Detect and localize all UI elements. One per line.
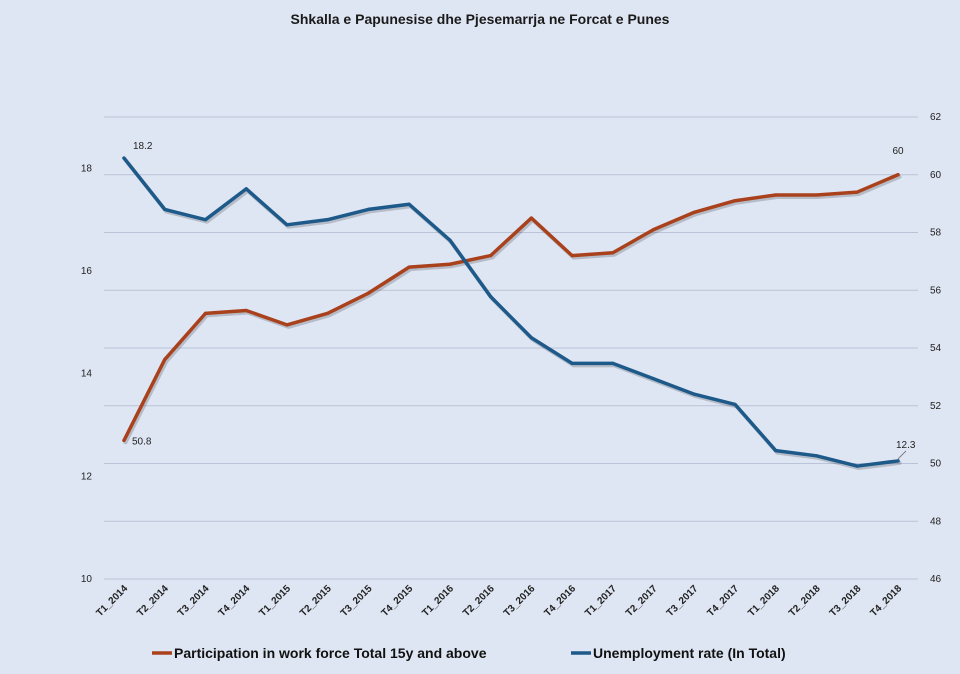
grid (104, 116, 918, 580)
series-point (814, 193, 819, 197)
x-axis: T1_2014 T2_2014 T3_2014 T4_2014 T1_2015 T2_20… (94, 583, 904, 619)
chart-title: Shkalla e Papunesise dhe Pjesemarrja ne … (291, 11, 670, 27)
right-tick-label: 46 (930, 574, 942, 585)
x-tick-label: T2_2016 (461, 583, 497, 619)
series-point (774, 449, 778, 453)
x-tick-label: T2_2018 (787, 583, 823, 619)
series-point (489, 295, 493, 299)
series-point (203, 218, 208, 222)
series-point (774, 193, 778, 197)
x-tick-label: T1_2015 (257, 583, 293, 619)
left-tick-label: 10 (81, 574, 93, 585)
legend: Participation in work force Total 15y an… (152, 645, 786, 661)
series-point (570, 361, 574, 365)
right-tick-label: 60 (930, 170, 942, 181)
x-tick-label: T4_2016 (543, 583, 579, 619)
series-point (611, 251, 615, 255)
right-tick-label: 50 (930, 459, 942, 470)
right-tick-label: 52 (930, 401, 942, 412)
left-axis: 10 12 14 16 18 (81, 163, 93, 585)
series-point (407, 202, 411, 206)
legend-label: Participation in work force Total 15y an… (174, 645, 487, 661)
series-point (529, 336, 533, 340)
x-tick-label: T3_2018 (828, 583, 864, 619)
series-point (366, 291, 371, 295)
series-point (244, 187, 248, 191)
series-point (896, 459, 900, 463)
series-point (244, 308, 248, 313)
series-point (733, 199, 737, 203)
series-layer (122, 156, 902, 471)
data-label: 60 (892, 146, 904, 157)
series-point (163, 207, 167, 211)
series-line (122, 173, 900, 443)
x-tick-label: T2_2014 (135, 583, 171, 619)
series-point (855, 190, 859, 194)
data-label: 50.8 (132, 436, 152, 447)
x-tick-label: T1_2017 (583, 583, 619, 619)
x-tick-label: T4_2015 (380, 583, 416, 619)
series-point (489, 254, 493, 258)
x-tick-label: T3_2016 (502, 583, 538, 619)
series-point (285, 223, 289, 227)
x-tick-label: T4_2017 (705, 583, 741, 619)
series-point (366, 207, 371, 211)
x-tick-label: T3_2015 (339, 583, 375, 619)
right-tick-label: 54 (930, 343, 942, 354)
left-tick-label: 14 (81, 369, 93, 380)
right-tick-label: 48 (930, 516, 942, 527)
series-point (285, 323, 289, 327)
series-point (692, 210, 696, 214)
series-point (448, 262, 452, 266)
left-tick-label: 18 (81, 163, 93, 174)
x-tick-label: T4_2014 (217, 583, 253, 619)
series-point (611, 361, 615, 365)
data-label: 18.2 (133, 141, 153, 152)
series-point (326, 218, 330, 222)
series-point (733, 402, 737, 407)
x-tick-label: T2_2017 (624, 583, 660, 619)
right-tick-label: 62 (930, 112, 942, 123)
right-tick-label: 58 (930, 228, 942, 239)
x-tick-label: T1_2014 (94, 583, 130, 619)
series-point (570, 254, 574, 258)
series-point (692, 392, 696, 396)
data-label: 12.3 (896, 440, 916, 451)
x-tick-label: T4_2018 (868, 583, 904, 619)
series-point (651, 377, 656, 381)
series-point (407, 265, 411, 269)
series-point (122, 438, 126, 442)
right-tick-label: 56 (930, 285, 942, 296)
left-tick-label: 16 (81, 266, 93, 277)
series-point (814, 454, 819, 458)
data-labels: 50.8 60 18.2 12.3 (132, 141, 916, 460)
x-tick-label: T3_2017 (665, 583, 701, 619)
series-point (896, 173, 900, 177)
series-point (651, 228, 656, 232)
series-point (326, 311, 330, 315)
legend-label: Unemployment rate (In Total) (593, 645, 786, 661)
x-tick-label: T1_2018 (746, 583, 782, 619)
x-tick-label: T1_2016 (420, 583, 456, 619)
left-tick-label: 12 (81, 471, 93, 482)
series-point (122, 156, 126, 160)
x-tick-label: T2_2015 (298, 583, 334, 619)
data-label-leader (897, 450, 907, 460)
series-point (163, 357, 167, 362)
series-point (203, 311, 208, 315)
series-point (529, 216, 533, 220)
series-point (855, 464, 859, 468)
series-line (122, 156, 900, 468)
right-axis: 46 48 50 52 54 56 58 60 62 (930, 112, 942, 585)
series-point (448, 238, 452, 242)
x-tick-label: T3_2014 (176, 583, 212, 619)
